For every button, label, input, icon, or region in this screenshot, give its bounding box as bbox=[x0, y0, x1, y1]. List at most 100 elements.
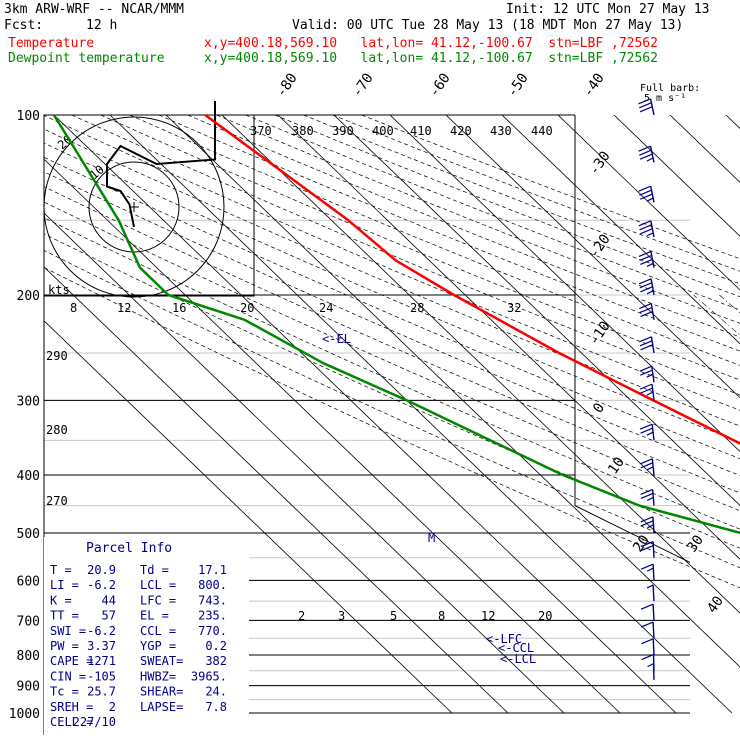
parcel-info-key: EL = bbox=[140, 609, 169, 623]
wind-barb bbox=[641, 654, 655, 671]
parcel-info-panel: Parcel Info T = 20.9 Td = 17.1 LI = -6.2 LCL = 8… bbox=[44, 537, 249, 735]
wind-barb-flag bbox=[638, 278, 652, 285]
wind-barb-half-flag bbox=[647, 524, 654, 529]
isotherm-label: 10 bbox=[605, 454, 628, 477]
parcel-info-key: PW = bbox=[50, 639, 79, 653]
wind-barb-flag bbox=[640, 311, 653, 318]
pressure-tick-label: 100 bbox=[17, 109, 40, 124]
dry-adiabat-line bbox=[44, 186, 740, 494]
right-axis-slant bbox=[574, 505, 691, 563]
parcel-info-value: 25.7 bbox=[87, 685, 116, 699]
wind-barb-flag bbox=[639, 153, 653, 160]
wind-barb-staff bbox=[650, 303, 655, 320]
forecast-label: Fcst: bbox=[4, 18, 44, 33]
parcel-info-value: 227/10 bbox=[73, 715, 116, 729]
wind-barb-flag bbox=[638, 220, 652, 227]
parcel-info-value: 0.2 bbox=[205, 639, 227, 653]
parcel-info-value: 2 bbox=[109, 700, 116, 714]
wind-barb bbox=[640, 540, 655, 558]
isotherm-line bbox=[613, 115, 740, 237]
pressure-tick-label: 200 bbox=[17, 289, 40, 304]
wind-barb-flag bbox=[640, 520, 654, 527]
wind-barb-staff bbox=[652, 622, 655, 639]
parcel-info-value: 1271 bbox=[87, 654, 116, 668]
wind-barb bbox=[640, 563, 655, 581]
wind-barb bbox=[638, 278, 655, 296]
theta-label: 390 bbox=[332, 124, 354, 138]
mixing-ratio-label: 8 bbox=[438, 609, 445, 623]
top-axis-label: 28 bbox=[410, 301, 424, 315]
isotherm-line bbox=[557, 115, 740, 291]
theta-label: 380 bbox=[292, 124, 314, 138]
wind-barb-flag bbox=[639, 340, 653, 347]
parcel-info-key: LI = bbox=[50, 578, 79, 592]
parcel-info-key: CCL = bbox=[140, 624, 176, 638]
wind-barb-staff bbox=[650, 251, 655, 268]
valid-time: Valid: 00 UTC Tue 28 May 13 (18 MDT Mon … bbox=[292, 18, 684, 33]
wind-barb bbox=[638, 185, 655, 203]
wind-barb-staff bbox=[651, 424, 655, 441]
wind-barb-flag bbox=[641, 544, 654, 552]
wind-barb-staff bbox=[649, 146, 655, 163]
wind-barb-half-flag bbox=[647, 663, 654, 668]
parcel-info-key: LFC = bbox=[140, 593, 176, 607]
isotherm-line bbox=[53, 115, 677, 714]
wind-barb-staff bbox=[652, 638, 655, 656]
top-axis-label: 20 bbox=[240, 301, 254, 315]
theta-label: 420 bbox=[450, 124, 472, 138]
pressure-tick-label: 900 bbox=[17, 680, 40, 695]
parcel-info-value: 770. bbox=[198, 624, 227, 638]
wind-barb-flag bbox=[639, 106, 653, 113]
wind-barb-flag bbox=[639, 254, 652, 262]
dewpoint-station-info: x,y=400.18,569.10 lat,lon= 41.12,-100.67… bbox=[204, 51, 658, 66]
wind-barb-staff bbox=[651, 384, 655, 401]
isotherm-label: -80 bbox=[273, 70, 301, 100]
isotherm-label: -70 bbox=[349, 70, 377, 100]
isotherm-label: 0 bbox=[590, 400, 608, 416]
wind-barb-flag bbox=[640, 516, 654, 523]
wind-barb-flag bbox=[639, 282, 653, 289]
dry-adiabat-line bbox=[245, 115, 740, 311]
freezing-level-marker: M bbox=[428, 531, 435, 545]
mixing-ratio-label: 2 bbox=[298, 609, 305, 623]
wind-barb-half-flag bbox=[646, 496, 654, 501]
isotherm-line bbox=[445, 115, 740, 399]
pressure-tick-label: 600 bbox=[17, 574, 40, 589]
isotherm-line bbox=[221, 115, 740, 614]
parcel-info-key: SWI = bbox=[50, 624, 86, 638]
parcel-info-key: K = bbox=[50, 593, 72, 607]
dewpoint-legend: Dewpoint temperature bbox=[8, 51, 165, 66]
wind-barb-flag bbox=[640, 621, 654, 628]
wind-barb-flag bbox=[640, 458, 653, 465]
model-title: 3km ARW-WRF -- NCAR/MMM bbox=[4, 2, 185, 17]
isotherm-line bbox=[277, 115, 740, 560]
isotherm-line bbox=[44, 212, 565, 714]
mixing-ratio-label: 3 bbox=[338, 609, 345, 623]
wind-barb bbox=[638, 220, 655, 238]
dry-adiabat-line bbox=[274, 115, 740, 298]
isotherm-line bbox=[109, 115, 733, 714]
dewpoint-trace bbox=[52, 114, 740, 535]
wind-barb-flag bbox=[640, 286, 653, 293]
dry-adiabat-line bbox=[187, 115, 740, 338]
parcel-info-value: 7.8 bbox=[205, 700, 227, 714]
pressure-tick-label: 1000 bbox=[9, 707, 40, 722]
wind-barb-staff bbox=[652, 516, 655, 534]
forecast-hour: 12 h bbox=[86, 18, 118, 33]
theta-label: 440 bbox=[531, 124, 553, 138]
wind-barb-half-flag bbox=[647, 567, 654, 572]
isotherm-label: -60 bbox=[426, 70, 454, 100]
parcel-info-value: -105 bbox=[87, 669, 116, 683]
dry-adiabat-line bbox=[100, 115, 740, 381]
parcel-info-value: 3.37 bbox=[87, 639, 116, 653]
parcel-info-key: LAPSE= bbox=[140, 700, 183, 714]
parcel-info-value: 57 bbox=[102, 609, 116, 623]
wind-barbs bbox=[638, 98, 655, 680]
mixing-ratio-label: 5 bbox=[390, 609, 397, 623]
theta-label: 400 bbox=[372, 124, 394, 138]
init-time: Init: 12 UTC Mon 27 May 13 bbox=[506, 2, 710, 17]
parcel-info-background bbox=[44, 537, 249, 735]
isotherm-label: 30 bbox=[684, 532, 707, 555]
parcel-info-value: 743. bbox=[198, 593, 227, 607]
